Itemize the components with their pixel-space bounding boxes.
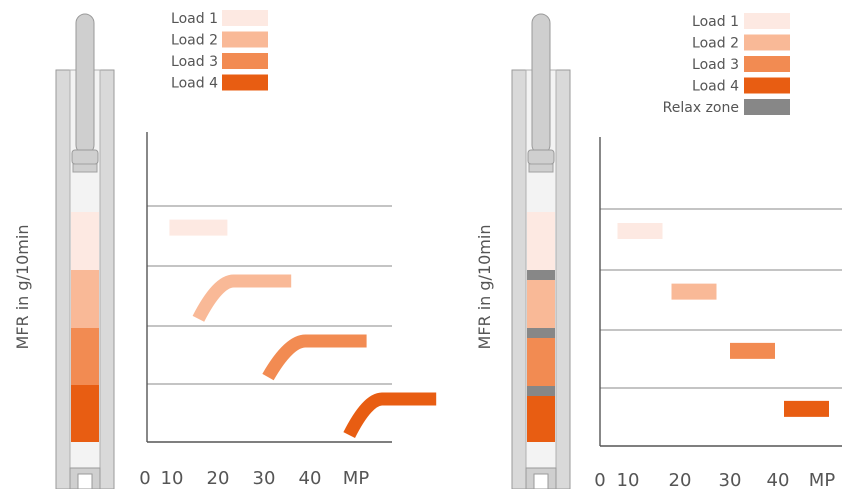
x-axis-unit: MP xyxy=(343,468,370,489)
x-tick-label-10: 10 xyxy=(617,470,640,489)
x-tick-label-30: 30 xyxy=(719,470,742,489)
barrel-zone-load-2 xyxy=(527,280,555,328)
barrel-zone-load-2 xyxy=(71,270,99,328)
piston-rod xyxy=(75,13,95,155)
x-axis-unit: MP xyxy=(809,470,836,489)
legend-swatch-load-2 xyxy=(222,31,268,48)
x-tick-label-40: 40 xyxy=(299,468,322,489)
barrel-zone-load-1 xyxy=(71,212,99,270)
legend-label-load-1: Load 1 xyxy=(692,14,739,30)
legend-swatch-load-3 xyxy=(744,56,790,72)
barrel-zone-relax-zone xyxy=(527,328,555,338)
chart-panel-1: Load 1 Load 2 Load 3 Load 4 MFR in g/10min 0 1… xyxy=(13,10,437,489)
legend-label-load-2: Load 2 xyxy=(171,33,218,49)
legend-label-load-4: Load 4 xyxy=(171,76,218,92)
legend-swatch-load-4 xyxy=(744,77,790,94)
die-orifice xyxy=(77,473,93,489)
legend-label-load-3: Load 3 xyxy=(171,54,218,70)
x-tick-label-10: 10 xyxy=(161,468,184,489)
barrel-zone-load-3 xyxy=(527,338,555,386)
legend-swatch-load-4 xyxy=(222,74,268,91)
piston-head xyxy=(527,149,555,165)
series-segment-load-2 xyxy=(192,274,292,322)
y-axis-label: MFR in g/10min xyxy=(475,225,494,350)
x-tick-label-20: 20 xyxy=(207,468,230,489)
barrel-zone-load-3 xyxy=(71,328,99,385)
legend-label-load-1: Load 1 xyxy=(171,11,218,27)
x-tick-label-40: 40 xyxy=(767,470,790,489)
piston-head xyxy=(71,149,99,165)
legend-swatch-load-3 xyxy=(222,53,268,69)
legend-label-load-2: Load 2 xyxy=(692,36,739,52)
legend-label-load-3: Load 3 xyxy=(692,57,739,73)
series-segment-load-4 xyxy=(343,392,437,439)
x-tick-label-0: 0 xyxy=(139,468,150,489)
chart-panel-2: Load 1 Load 2 Load 3 Load 4 Relax zone MFR in… xyxy=(475,13,842,489)
x-tick-label-20: 20 xyxy=(669,470,692,489)
legend-swatch-load-1 xyxy=(744,13,790,29)
legend-swatch-load-1 xyxy=(222,10,268,26)
legend-swatch-relax-zone xyxy=(744,99,790,115)
legend-label-load-4: Load 4 xyxy=(692,79,739,95)
piston-rod xyxy=(531,13,551,155)
barrel-zone-load-1 xyxy=(527,212,555,270)
legend-label-relax-zone: Relax zone xyxy=(663,100,739,116)
legend-swatch-load-2 xyxy=(744,34,790,51)
barrel-zone-load-4 xyxy=(527,396,555,442)
barrel-zone-relax-zone xyxy=(527,270,555,280)
barrel-zone-relax-zone xyxy=(527,386,555,396)
x-tick-label-30: 30 xyxy=(253,468,276,489)
x-tick-label-0: 0 xyxy=(594,470,605,489)
piston-tip xyxy=(528,163,554,173)
piston-tip xyxy=(72,163,98,173)
barrel-zone-load-4 xyxy=(71,385,99,442)
series-segment-load-3 xyxy=(262,334,367,381)
y-axis-label: MFR in g/10min xyxy=(13,225,32,350)
die-orifice xyxy=(533,473,549,489)
